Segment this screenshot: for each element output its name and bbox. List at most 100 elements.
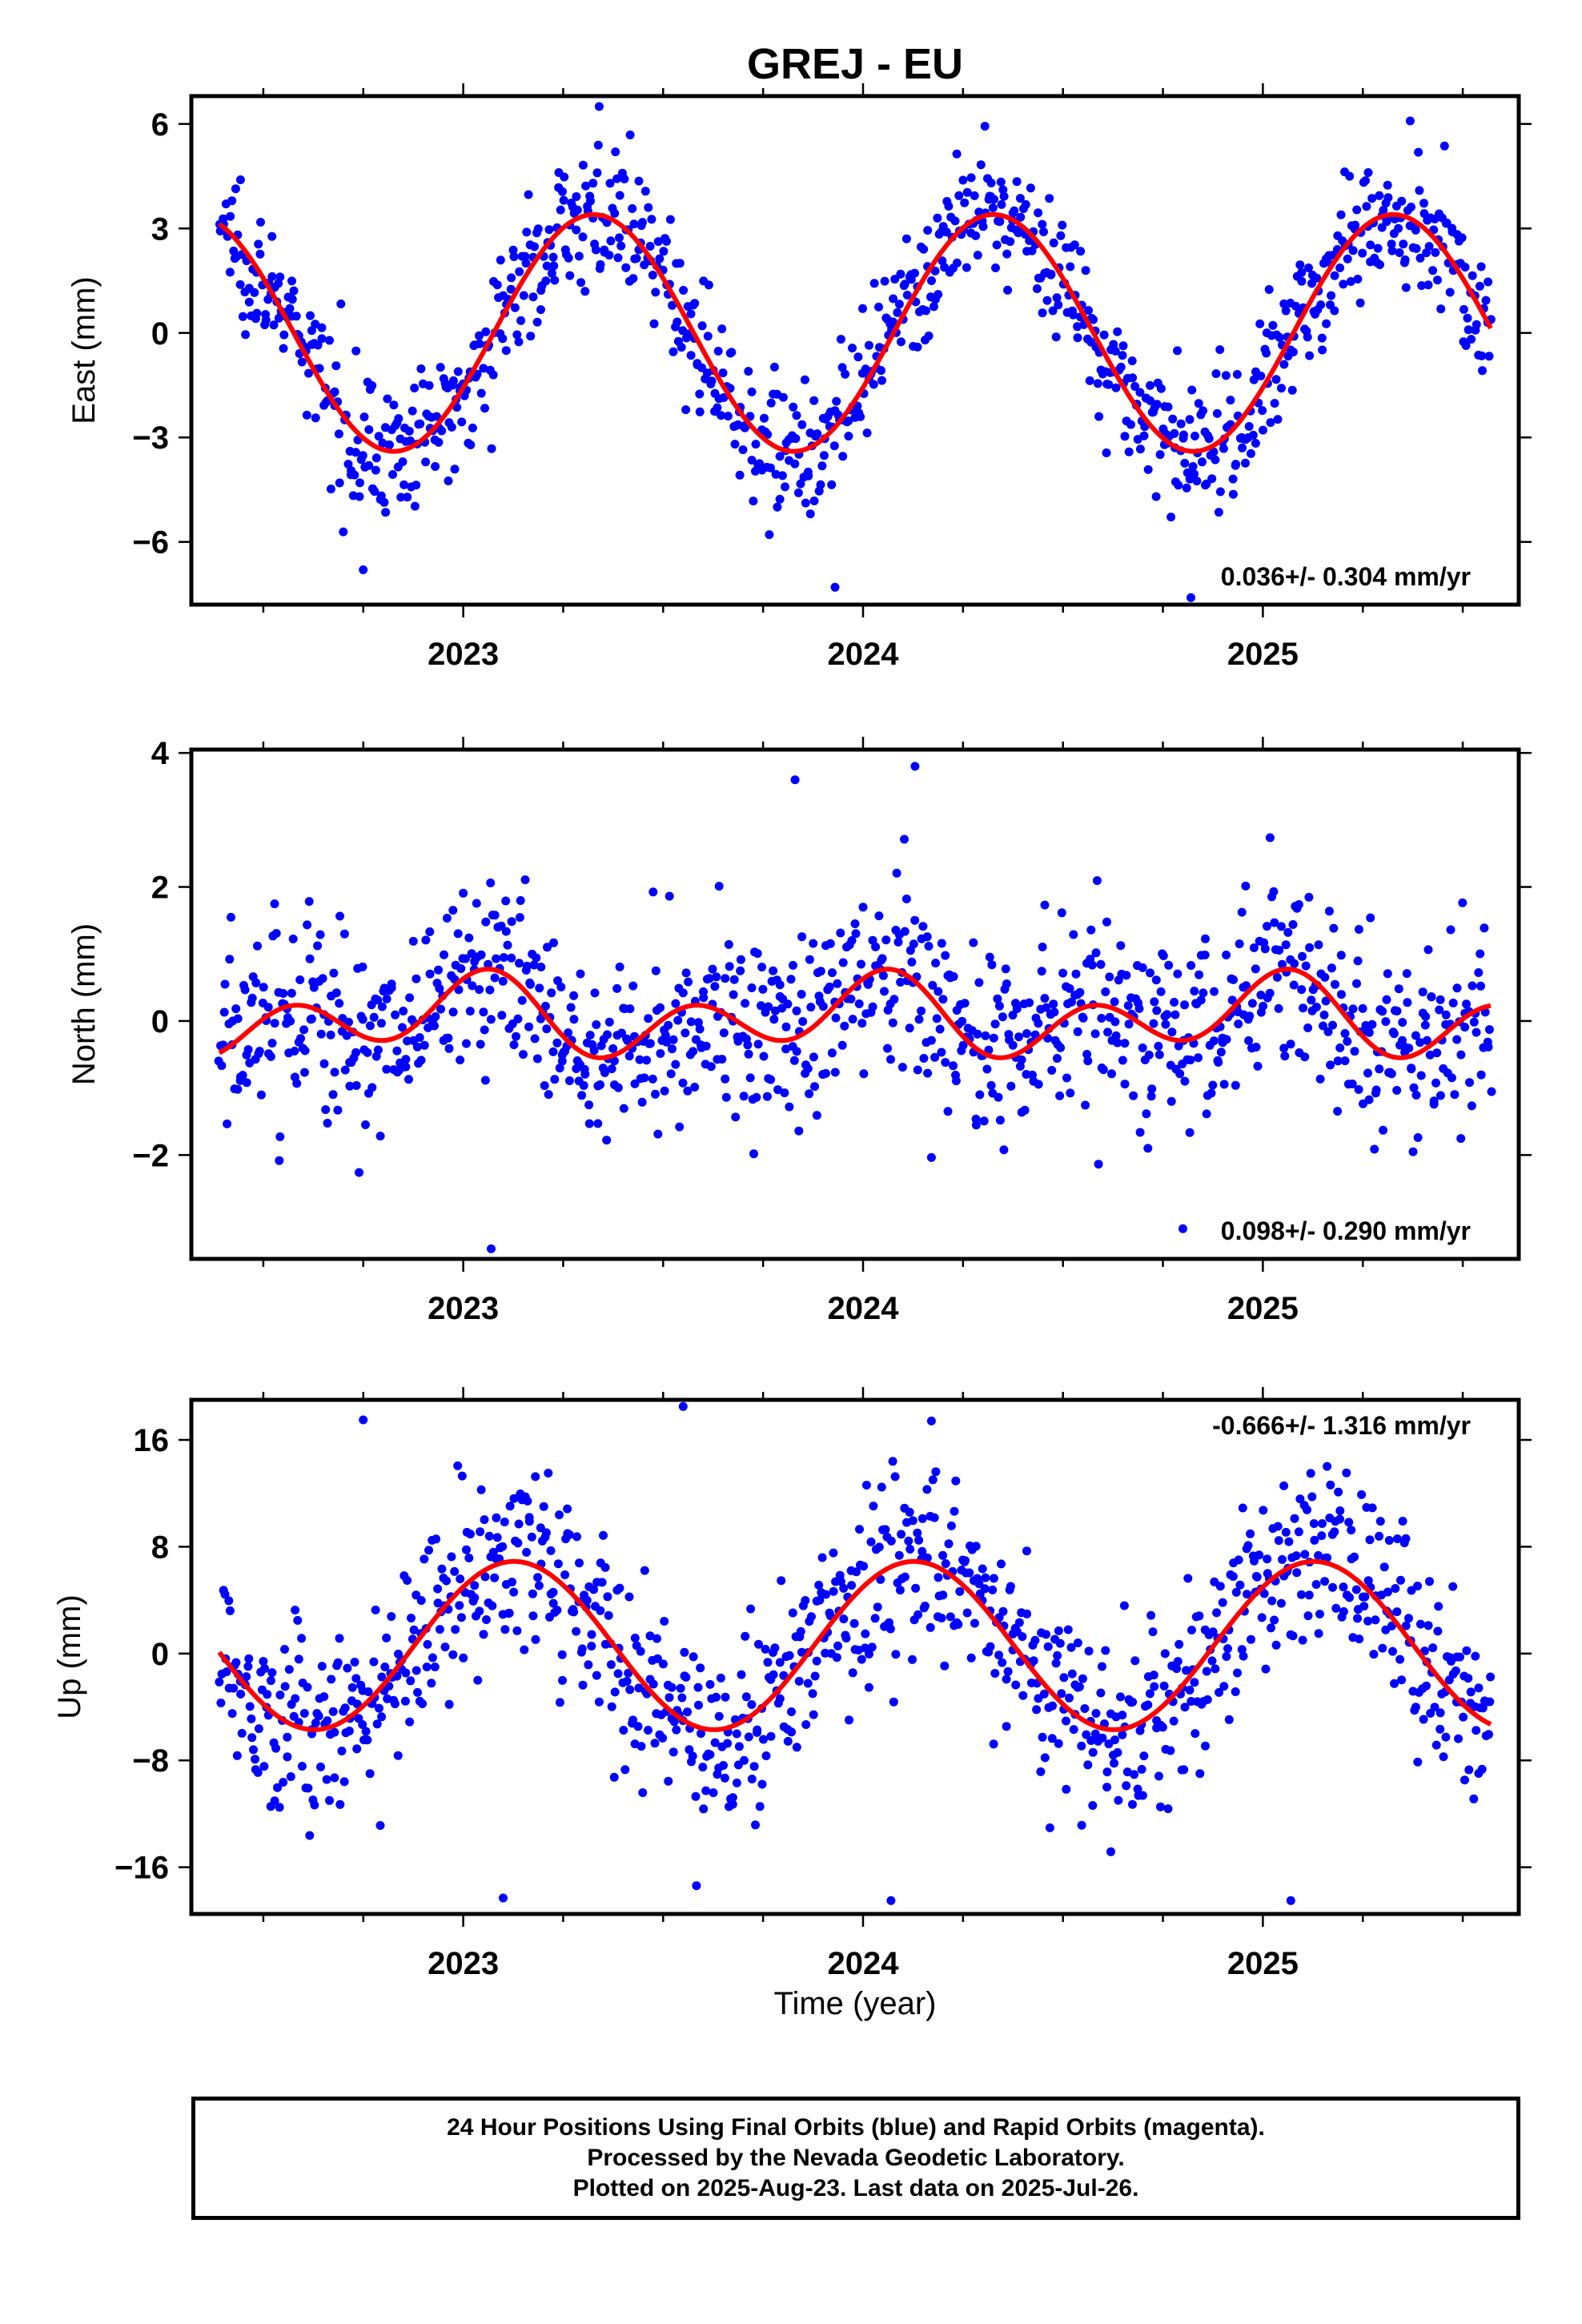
data-point <box>844 432 853 441</box>
data-point <box>286 1772 295 1781</box>
data-point <box>686 309 696 319</box>
data-point <box>492 954 501 963</box>
data-point <box>486 879 496 887</box>
data-point <box>911 1583 921 1593</box>
data-point <box>484 959 493 969</box>
data-point <box>632 254 641 263</box>
data-point <box>892 868 901 878</box>
data-point <box>1214 1058 1223 1067</box>
data-point <box>664 1020 673 1030</box>
data-point <box>450 464 460 474</box>
data-point <box>1358 248 1367 258</box>
data-point <box>1180 1703 1190 1712</box>
data-point <box>1098 1662 1106 1671</box>
data-point <box>886 1536 896 1546</box>
x-tick-label: 2024 <box>827 1291 899 1326</box>
data-point <box>1139 431 1149 440</box>
data-point <box>1459 304 1468 314</box>
data-point <box>1069 310 1078 320</box>
data-point <box>701 1786 711 1795</box>
data-point <box>435 983 444 993</box>
data-point <box>900 927 909 936</box>
data-point <box>1431 247 1440 257</box>
data-point <box>1255 1550 1264 1560</box>
data-point <box>1253 1061 1263 1071</box>
data-point <box>615 191 624 200</box>
data-point <box>796 1626 805 1636</box>
data-point <box>697 363 707 372</box>
data-point <box>476 388 486 398</box>
data-point <box>219 1007 229 1017</box>
data-point <box>457 1471 467 1481</box>
data-point <box>1067 997 1076 1007</box>
data-point <box>952 258 962 267</box>
data-point <box>813 429 822 439</box>
data-point <box>440 1642 450 1652</box>
data-point <box>355 478 364 488</box>
data-point <box>373 1045 383 1055</box>
data-point <box>382 994 391 1003</box>
data-point <box>1307 995 1316 1005</box>
data-point <box>755 1802 765 1811</box>
data-point <box>1145 1689 1154 1699</box>
data-point <box>1074 1682 1084 1691</box>
data-point <box>1485 1697 1495 1707</box>
data-point <box>1466 1687 1476 1697</box>
data-point <box>333 1105 343 1115</box>
data-point <box>555 1510 564 1520</box>
data-point <box>880 276 889 286</box>
data-point <box>1034 1080 1043 1089</box>
data-point <box>1001 964 1010 974</box>
data-point <box>889 995 899 1004</box>
data-point <box>1450 1090 1460 1100</box>
data-point <box>233 1084 243 1094</box>
data-point <box>252 308 262 318</box>
data-point <box>574 251 584 261</box>
data-point <box>1227 995 1237 1005</box>
data-point <box>1281 940 1291 950</box>
data-point <box>1252 1572 1262 1582</box>
data-point <box>917 1006 926 1015</box>
data-point <box>1015 194 1025 203</box>
data-point <box>934 290 943 300</box>
data-point <box>1164 960 1174 970</box>
data-point <box>1292 1568 1302 1578</box>
data-point <box>490 973 500 983</box>
data-point <box>509 1587 519 1597</box>
data-point <box>572 1532 581 1542</box>
data-point <box>1101 1646 1110 1655</box>
data-point <box>1362 202 1371 211</box>
data-point <box>736 966 745 975</box>
data-point <box>1150 1682 1159 1691</box>
data-point <box>723 412 733 421</box>
data-point <box>1102 1783 1112 1792</box>
data-point <box>1476 262 1486 271</box>
data-point <box>761 1644 770 1654</box>
data-point <box>1271 1640 1281 1650</box>
data-point <box>836 928 845 938</box>
data-point <box>476 1527 485 1537</box>
data-point <box>1321 996 1331 1006</box>
data-point <box>1192 476 1202 486</box>
data-point <box>1116 1692 1125 1702</box>
data-point <box>1148 1627 1158 1637</box>
data-point <box>1339 1606 1348 1616</box>
data-point <box>1047 1734 1057 1743</box>
data-point <box>543 943 552 952</box>
data-point <box>259 983 268 992</box>
data-point <box>1146 1092 1156 1101</box>
data-point <box>1191 432 1199 440</box>
data-point <box>379 497 389 507</box>
data-point <box>242 1672 251 1682</box>
data-point <box>917 1514 927 1523</box>
data-point <box>1051 332 1061 342</box>
data-point <box>757 963 767 972</box>
data-point <box>669 1717 679 1727</box>
data-point <box>401 1055 411 1064</box>
data-point <box>1118 1730 1127 1739</box>
data-point <box>792 1006 801 1015</box>
data-point <box>703 332 713 341</box>
data-point <box>930 266 940 275</box>
data-point <box>1133 1784 1142 1794</box>
data-point <box>613 1083 623 1092</box>
